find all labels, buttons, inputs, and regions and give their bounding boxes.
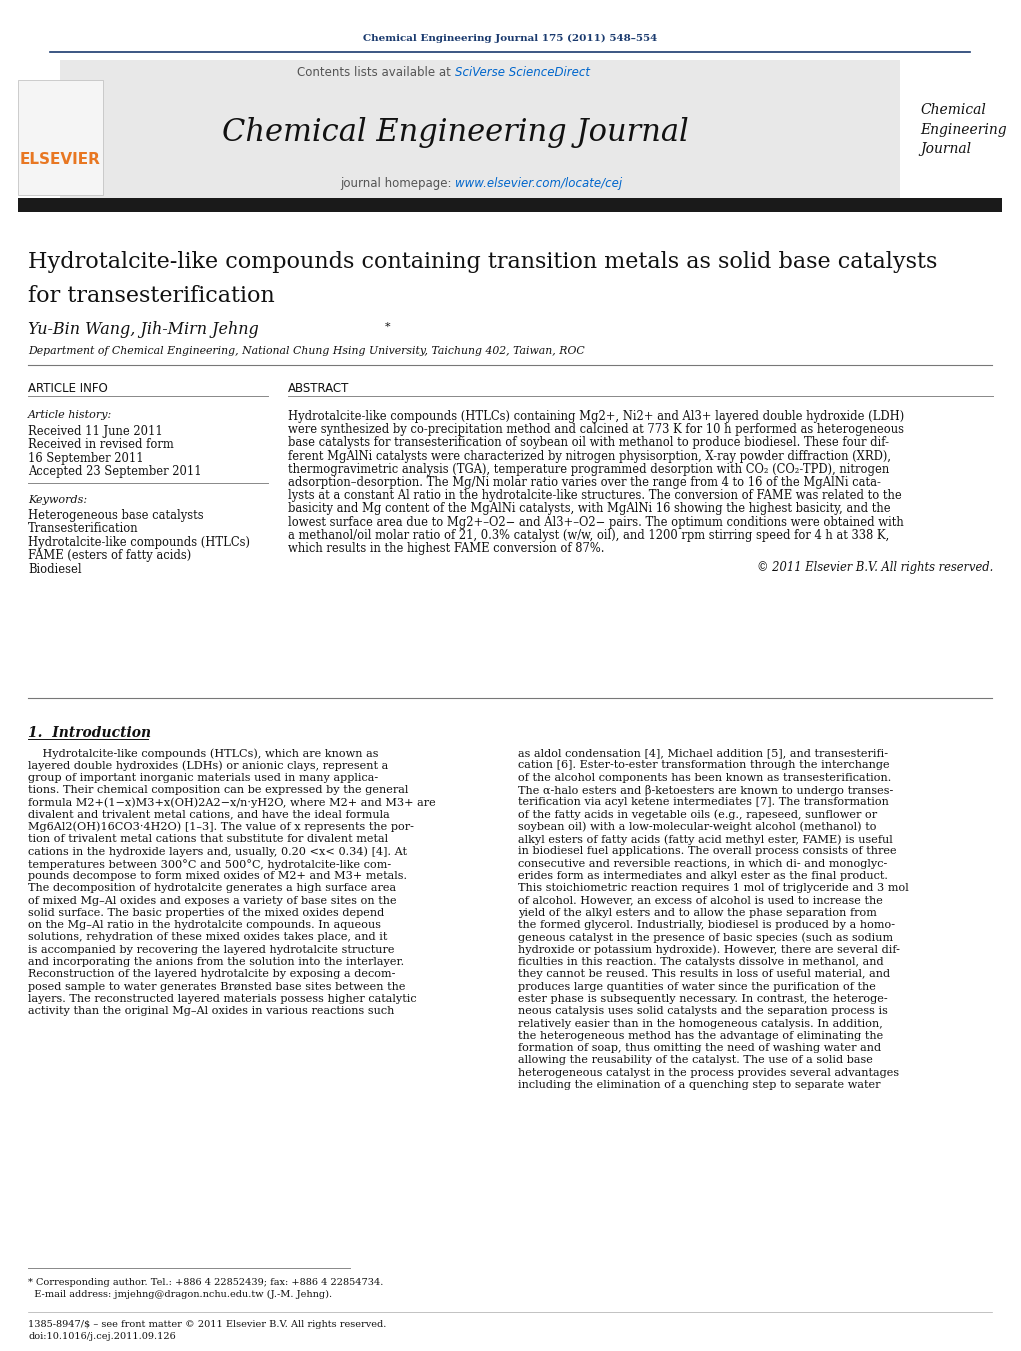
Text: consecutive and reversible reactions, in which di- and monoglyc-: consecutive and reversible reactions, in… xyxy=(518,859,887,869)
Text: of mixed Mg–Al oxides and exposes a variety of base sites on the: of mixed Mg–Al oxides and exposes a vari… xyxy=(28,896,396,905)
Text: Hydrotalcite-like compounds (HTLCs): Hydrotalcite-like compounds (HTLCs) xyxy=(28,536,250,549)
FancyBboxPatch shape xyxy=(18,199,1002,212)
Text: 16 September 2011: 16 September 2011 xyxy=(28,453,144,465)
Text: © 2011 Elsevier B.V. All rights reserved.: © 2011 Elsevier B.V. All rights reserved… xyxy=(757,561,993,574)
Text: Received 11 June 2011: Received 11 June 2011 xyxy=(28,426,162,438)
Text: ARTICLE INFO: ARTICLE INFO xyxy=(28,381,108,394)
Text: 1.  Introduction: 1. Introduction xyxy=(28,725,151,740)
Text: formula M2+(1−x)M3+x(OH)2A2−x/n·yH2O, where M2+ and M3+ are: formula M2+(1−x)M3+x(OH)2A2−x/n·yH2O, wh… xyxy=(28,797,436,808)
Text: Hydrotalcite-like compounds containing transition metals as solid base catalysts: Hydrotalcite-like compounds containing t… xyxy=(28,251,937,273)
Text: the formed glycerol. Industrially, biodiesel is produced by a homo-: the formed glycerol. Industrially, biodi… xyxy=(518,920,895,931)
Text: ester phase is subsequently necessary. In contrast, the heteroge-: ester phase is subsequently necessary. I… xyxy=(518,994,887,1004)
Text: cations in the hydroxide layers and, usually, 0.20 <x< 0.34) [4]. At: cations in the hydroxide layers and, usu… xyxy=(28,846,407,857)
Text: for transesterification: for transesterification xyxy=(28,285,275,307)
Text: Department of Chemical Engineering, National Chung Hsing University, Taichung 40: Department of Chemical Engineering, Nati… xyxy=(28,346,585,357)
Text: hydroxide or potassium hydroxide). However, there are several dif-: hydroxide or potassium hydroxide). Howev… xyxy=(518,944,900,955)
Text: journal homepage:: journal homepage: xyxy=(340,177,455,189)
Text: of the alcohol components has been known as transesterification.: of the alcohol components has been known… xyxy=(518,773,891,782)
FancyBboxPatch shape xyxy=(60,59,900,205)
Text: divalent and trivalent metal cations, and have the ideal formula: divalent and trivalent metal cations, an… xyxy=(28,809,390,820)
FancyBboxPatch shape xyxy=(18,80,103,195)
Text: tion of trivalent metal cations that substitute for divalent metal: tion of trivalent metal cations that sub… xyxy=(28,834,388,844)
Text: * Corresponding author. Tel.: +886 4 22852439; fax: +886 4 22854734.: * Corresponding author. Tel.: +886 4 228… xyxy=(28,1278,383,1288)
Text: ABSTRACT: ABSTRACT xyxy=(288,381,349,394)
Text: ELSEVIER: ELSEVIER xyxy=(19,153,100,168)
Text: E-mail address: jmjehng@dragon.nchu.edu.tw (J.-M. Jehng).: E-mail address: jmjehng@dragon.nchu.edu.… xyxy=(28,1290,332,1300)
Text: The α-halo esters and β-ketoesters are known to undergo transes-: The α-halo esters and β-ketoesters are k… xyxy=(518,785,893,796)
Text: Transesterification: Transesterification xyxy=(28,523,139,535)
Text: alkyl esters of fatty acids (fatty acid methyl ester, FAME) is useful: alkyl esters of fatty acids (fatty acid … xyxy=(518,834,892,844)
Text: temperatures between 300°C and 500°C, hydrotalcite-like com-: temperatures between 300°C and 500°C, hy… xyxy=(28,859,391,870)
Text: erides form as intermediates and alkyl ester as the final product.: erides form as intermediates and alkyl e… xyxy=(518,871,888,881)
Text: of the fatty acids in vegetable oils (e.g., rapeseed, sunflower or: of the fatty acids in vegetable oils (e.… xyxy=(518,809,877,820)
Text: This stoichiometric reaction requires 1 mol of triglyceride and 3 mol: This stoichiometric reaction requires 1 … xyxy=(518,884,909,893)
Text: tions. Their chemical composition can be expressed by the general: tions. Their chemical composition can be… xyxy=(28,785,408,794)
Text: a methanol/oil molar ratio of 21, 0.3% catalyst (w/w, oil), and 1200 rpm stirrin: a methanol/oil molar ratio of 21, 0.3% c… xyxy=(288,528,889,542)
Text: on the Mg–Al ratio in the hydrotalcite compounds. In aqueous: on the Mg–Al ratio in the hydrotalcite c… xyxy=(28,920,381,931)
Text: Contents lists available at: Contents lists available at xyxy=(297,65,455,78)
Text: lysts at a constant Al ratio in the hydrotalcite-like structures. The conversion: lysts at a constant Al ratio in the hydr… xyxy=(288,489,902,503)
Text: is accompanied by recovering the layered hydrotalcite structure: is accompanied by recovering the layered… xyxy=(28,944,394,955)
Text: ficulties in this reaction. The catalysts dissolve in methanol, and: ficulties in this reaction. The catalyst… xyxy=(518,957,883,967)
Text: as aldol condensation [4], Michael addition [5], and transesterifi-: as aldol condensation [4], Michael addit… xyxy=(518,748,888,758)
Text: geneous catalyst in the presence of basic species (such as sodium: geneous catalyst in the presence of basi… xyxy=(518,932,893,943)
Text: were synthesized by co-precipitation method and calcined at 773 K for 10 h perfo: were synthesized by co-precipitation met… xyxy=(288,423,904,436)
Text: and incorporating the anions from the solution into the interlayer.: and incorporating the anions from the so… xyxy=(28,957,404,967)
Text: basicity and Mg content of the MgAlNi catalysts, with MgAlNi 16 showing the high: basicity and Mg content of the MgAlNi ca… xyxy=(288,503,890,515)
Text: formation of soap, thus omitting the need of washing water and: formation of soap, thus omitting the nee… xyxy=(518,1043,881,1054)
Text: soybean oil) with a low-molecular-weight alcohol (methanol) to: soybean oil) with a low-molecular-weight… xyxy=(518,821,876,832)
Text: yield of the alkyl esters and to allow the phase separation from: yield of the alkyl esters and to allow t… xyxy=(518,908,877,917)
Text: Accepted 23 September 2011: Accepted 23 September 2011 xyxy=(28,466,201,478)
Text: posed sample to water generates Brønsted base sites between the: posed sample to water generates Brønsted… xyxy=(28,982,405,992)
Text: Article history:: Article history: xyxy=(28,409,112,420)
Text: solid surface. The basic properties of the mixed oxides depend: solid surface. The basic properties of t… xyxy=(28,908,384,917)
Text: lowest surface area due to Mg2+–O2− and Al3+–O2− pairs. The optimum conditions w: lowest surface area due to Mg2+–O2− and … xyxy=(288,516,904,528)
Text: the heterogeneous method has the advantage of eliminating the: the heterogeneous method has the advanta… xyxy=(518,1031,883,1040)
Text: Chemical Engineering Journal 175 (2011) 548–554: Chemical Engineering Journal 175 (2011) … xyxy=(362,34,658,43)
Text: thermogravimetric analysis (TGA), temperature programmed desorption with CO₂ (CO: thermogravimetric analysis (TGA), temper… xyxy=(288,463,889,476)
Text: activity than the original Mg–Al oxides in various reactions such: activity than the original Mg–Al oxides … xyxy=(28,1006,394,1016)
Text: www.elsevier.com/locate/cej: www.elsevier.com/locate/cej xyxy=(455,177,622,189)
Text: adsorption–desorption. The Mg/Ni molar ratio varies over the range from 4 to 16 : adsorption–desorption. The Mg/Ni molar r… xyxy=(288,476,881,489)
Text: Yu-Bin Wang, Jih-Mirn Jehng: Yu-Bin Wang, Jih-Mirn Jehng xyxy=(28,322,258,339)
Text: which results in the highest FAME conversion of 87%.: which results in the highest FAME conver… xyxy=(288,542,604,555)
Text: allowing the reusability of the catalyst. The use of a solid base: allowing the reusability of the catalyst… xyxy=(518,1055,873,1066)
Text: solutions, rehydration of these mixed oxides takes place, and it: solutions, rehydration of these mixed ox… xyxy=(28,932,387,943)
Text: neous catalysis uses solid catalysts and the separation process is: neous catalysis uses solid catalysts and… xyxy=(518,1006,888,1016)
Text: Heterogeneous base catalysts: Heterogeneous base catalysts xyxy=(28,509,203,521)
Text: Received in revised form: Received in revised form xyxy=(28,439,174,451)
Text: Mg6Al2(OH)16CO3·4H2O) [1–3]. The value of x represents the por-: Mg6Al2(OH)16CO3·4H2O) [1–3]. The value o… xyxy=(28,821,414,832)
Text: ferent MgAlNi catalysts were characterized by nitrogen physisorption, X-ray powd: ferent MgAlNi catalysts were characteriz… xyxy=(288,450,891,462)
Text: The decomposition of hydrotalcite generates a high surface area: The decomposition of hydrotalcite genera… xyxy=(28,884,396,893)
Text: Chemical
Engineering
Journal: Chemical Engineering Journal xyxy=(920,104,1007,157)
Text: of alcohol. However, an excess of alcohol is used to increase the: of alcohol. However, an excess of alcoho… xyxy=(518,896,883,905)
Text: *: * xyxy=(385,322,391,332)
Text: they cannot be reused. This results in loss of useful material, and: they cannot be reused. This results in l… xyxy=(518,970,890,979)
Text: doi:10.1016/j.cej.2011.09.126: doi:10.1016/j.cej.2011.09.126 xyxy=(28,1332,176,1342)
Text: Reconstruction of the layered hydrotalcite by exposing a decom-: Reconstruction of the layered hydrotalci… xyxy=(28,970,395,979)
Text: cation [6]. Ester-to-ester transformation through the interchange: cation [6]. Ester-to-ester transformatio… xyxy=(518,761,889,770)
Text: terification via acyl ketene intermediates [7]. The transformation: terification via acyl ketene intermediat… xyxy=(518,797,889,807)
Text: produces large quantities of water since the purification of the: produces large quantities of water since… xyxy=(518,982,876,992)
Text: Hydrotalcite-like compounds (HTLCs) containing Mg2+, Ni2+ and Al3+ layered doubl: Hydrotalcite-like compounds (HTLCs) cont… xyxy=(288,409,905,423)
Text: 1385-8947/$ – see front matter © 2011 Elsevier B.V. All rights reserved.: 1385-8947/$ – see front matter © 2011 El… xyxy=(28,1320,386,1329)
Text: pounds decompose to form mixed oxides of M2+ and M3+ metals.: pounds decompose to form mixed oxides of… xyxy=(28,871,407,881)
Text: Keywords:: Keywords: xyxy=(28,494,87,505)
Text: in biodiesel fuel applications. The overall process consists of three: in biodiesel fuel applications. The over… xyxy=(518,846,896,857)
Text: group of important inorganic materials used in many applica-: group of important inorganic materials u… xyxy=(28,773,378,782)
Text: layered double hydroxides (LDHs) or anionic clays, represent a: layered double hydroxides (LDHs) or anio… xyxy=(28,761,388,771)
Text: including the elimination of a quenching step to separate water: including the elimination of a quenching… xyxy=(518,1079,880,1090)
Text: heterogeneous catalyst in the process provides several advantages: heterogeneous catalyst in the process pr… xyxy=(518,1067,900,1078)
Text: base catalysts for transesterification of soybean oil with methanol to produce b: base catalysts for transesterification o… xyxy=(288,436,889,450)
Text: layers. The reconstructed layered materials possess higher catalytic: layers. The reconstructed layered materi… xyxy=(28,994,417,1004)
Text: Hydrotalcite-like compounds (HTLCs), which are known as: Hydrotalcite-like compounds (HTLCs), whi… xyxy=(28,748,379,758)
Text: Chemical Engineering Journal: Chemical Engineering Journal xyxy=(222,116,688,147)
Text: FAME (esters of fatty acids): FAME (esters of fatty acids) xyxy=(28,550,191,562)
Text: relatively easier than in the homogeneous catalysis. In addition,: relatively easier than in the homogeneou… xyxy=(518,1019,883,1028)
Text: SciVerse ScienceDirect: SciVerse ScienceDirect xyxy=(455,65,590,78)
Text: Biodiesel: Biodiesel xyxy=(28,563,82,576)
